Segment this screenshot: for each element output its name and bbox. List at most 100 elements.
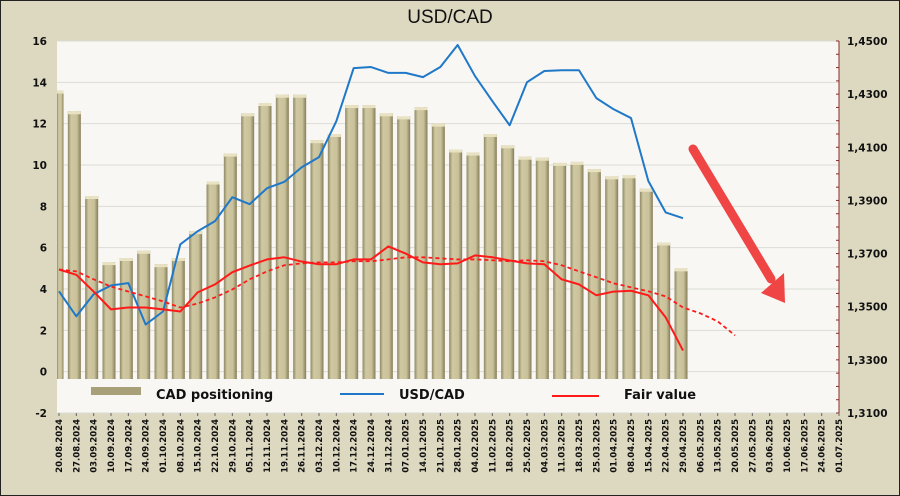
x-tick-label: 10.12.2024 bbox=[332, 419, 342, 473]
bar-cad-positioning bbox=[605, 176, 619, 379]
right-tick-label: 1,3700 bbox=[847, 249, 888, 261]
x-tick-label: 24.06.2025 bbox=[818, 419, 828, 473]
bar-cad-positioning bbox=[362, 105, 376, 380]
bar-cad-positioning bbox=[622, 175, 636, 379]
right-axis-ticks: 1,3100 1,3300 1,3500 1,3700 1,3900 1,4100 1,43… bbox=[836, 36, 888, 420]
bar-cad-positioning bbox=[553, 162, 567, 379]
right-tick-label: 1,4100 bbox=[847, 142, 888, 154]
right-tick-label: 1,3500 bbox=[847, 302, 888, 314]
down-arrow-icon bbox=[688, 144, 785, 303]
x-tick-label: 04.02.2025 bbox=[471, 419, 481, 473]
bar-top bbox=[137, 250, 151, 254]
x-tick-label: 14.01.2025 bbox=[419, 419, 429, 473]
x-tick-label: 07.01.2025 bbox=[402, 419, 412, 473]
bar-top bbox=[449, 149, 463, 153]
left-tick-label: 2 bbox=[40, 325, 47, 337]
right-tick-label: 1,4500 bbox=[847, 36, 888, 48]
x-tick-label: 15.10.2024 bbox=[194, 419, 204, 473]
x-tick-label: 05.11.2024 bbox=[246, 419, 256, 473]
line-fair-value-trend bbox=[58, 256, 736, 337]
bar-cad-positioning bbox=[431, 123, 445, 380]
bar-top bbox=[674, 268, 688, 272]
x-tick-label: 18.02.2025 bbox=[506, 419, 516, 473]
x-tick-label: 28.01.2025 bbox=[454, 419, 464, 473]
bar-cad-positioning bbox=[137, 250, 151, 379]
x-tick-label: 01.04.2025 bbox=[610, 419, 620, 473]
left-tick-label: 4 bbox=[40, 284, 47, 296]
bar-top bbox=[310, 140, 324, 144]
bar-top bbox=[501, 145, 515, 149]
line-fair-value bbox=[58, 245, 684, 352]
plot-area bbox=[57, 41, 839, 413]
x-tick-label: 01.07.2025 bbox=[835, 419, 845, 473]
bar-top bbox=[518, 156, 532, 160]
right-tick-label: 1,3100 bbox=[847, 408, 888, 420]
bar-cad-positioning bbox=[258, 103, 272, 379]
legend: CAD positioning USD/CAD Fair value bbox=[91, 387, 696, 403]
x-tick-label: 17.09.2024 bbox=[124, 419, 134, 473]
bar-top bbox=[85, 196, 99, 199]
bar-top bbox=[397, 116, 411, 120]
bar-top bbox=[293, 94, 307, 98]
x-tick-label: 03.12.2024 bbox=[315, 419, 325, 473]
right-tick-label: 1,3300 bbox=[847, 355, 888, 367]
left-tick-label: 0 bbox=[40, 367, 47, 379]
lines bbox=[58, 43, 736, 352]
line-usd-cad bbox=[58, 43, 684, 326]
left-axis-ticks: -2 0 2 4 6 8 10 12 14 16 bbox=[32, 36, 47, 420]
bar-cad-positioning bbox=[674, 268, 688, 379]
x-tick-label: 13.05.2025 bbox=[714, 419, 724, 473]
bar-top bbox=[605, 176, 619, 180]
x-tick-label: 25.03.2025 bbox=[592, 419, 602, 473]
bars bbox=[57, 90, 688, 380]
bar-top bbox=[345, 105, 359, 109]
left-tick-label: 8 bbox=[40, 201, 47, 213]
x-tick-label: 03.09.2024 bbox=[90, 419, 100, 473]
x-tick-label: 20.05.2025 bbox=[731, 419, 741, 473]
bar-top bbox=[362, 105, 376, 109]
x-tick-label: 20.08.2024 bbox=[55, 419, 65, 473]
bar-cad-positioning bbox=[345, 105, 359, 380]
chart-title: USD/CAD bbox=[407, 7, 493, 28]
bar-top bbox=[414, 107, 428, 111]
x-tick-label: 10.06.2025 bbox=[783, 419, 793, 473]
bar-cad-positioning bbox=[414, 107, 428, 379]
x-tick-label: 01.10.2024 bbox=[159, 419, 169, 473]
bar-top bbox=[431, 123, 445, 127]
x-tick-label: 17.06.2025 bbox=[800, 419, 810, 473]
bar-top bbox=[657, 242, 671, 246]
x-tick-label: 26.11.2024 bbox=[298, 419, 308, 473]
bar-cad-positioning bbox=[67, 111, 81, 380]
bar-cad-positioning bbox=[206, 181, 220, 379]
legend-swatch-cad-positioning bbox=[91, 387, 141, 395]
bar-top bbox=[483, 134, 497, 137]
bar-top bbox=[223, 153, 237, 157]
x-tick-label: 19.11.2024 bbox=[280, 419, 290, 473]
bar-cad-positioning bbox=[535, 157, 549, 379]
left-tick-label: 12 bbox=[32, 119, 47, 131]
x-tick-label: 24.12.2024 bbox=[367, 419, 377, 473]
bar-top bbox=[206, 181, 220, 185]
x-tick-label: 22.04.2025 bbox=[662, 419, 672, 473]
bar-cad-positioning bbox=[310, 140, 324, 379]
bar-top bbox=[67, 111, 81, 115]
bar-top bbox=[587, 169, 601, 173]
x-tick-label: 22.10.2024 bbox=[211, 419, 221, 473]
left-tick-label: -2 bbox=[35, 408, 47, 420]
bar-cad-positioning bbox=[154, 264, 168, 379]
legend-label-cad-positioning: CAD positioning bbox=[156, 388, 273, 403]
bar-cad-positioning bbox=[518, 156, 532, 379]
bar-top bbox=[466, 152, 480, 156]
x-tick-label: 29.04.2025 bbox=[679, 419, 689, 473]
bar-cad-positioning bbox=[397, 116, 411, 379]
bar-cad-positioning bbox=[657, 242, 671, 379]
bar-cad-positioning bbox=[639, 188, 653, 379]
bar-top bbox=[154, 264, 168, 268]
x-tick-label: 27.05.2025 bbox=[748, 419, 758, 473]
bar-top bbox=[119, 258, 133, 261]
x-tick-label: 08.10.2024 bbox=[176, 419, 186, 473]
x-tick-label: 24.09.2024 bbox=[142, 419, 152, 473]
bar-cad-positioning bbox=[85, 196, 99, 379]
x-tick-label: 03.06.2025 bbox=[766, 419, 776, 473]
